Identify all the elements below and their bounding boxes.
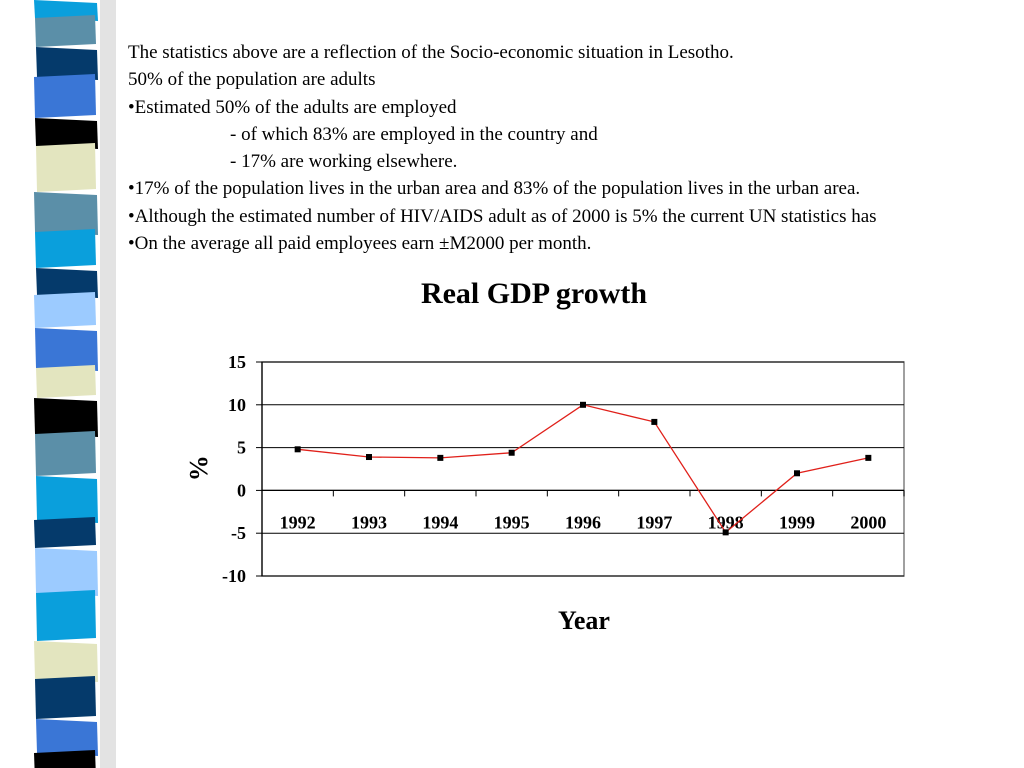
y-axis-label: % [184,455,213,481]
sidebar-stripe [34,192,98,235]
bullet-urban: •17% of the population lives in the urba… [128,178,861,200]
text-line-adults: 50% of the population are adults [128,69,376,91]
x-tick-label: 2000 [850,512,886,532]
sidebar-stripe [34,74,96,118]
data-point-marker [722,529,729,536]
data-point-marker [865,454,872,461]
decorative-sidebar [0,0,120,768]
x-tick-label: 1992 [280,512,316,532]
x-tick-label: 1996 [565,512,601,532]
sidebar-stripe [35,548,98,596]
sidebar-stripe [34,292,96,328]
x-axis-label: Year [558,606,610,635]
data-point-marker [651,418,658,425]
sidebar-stripe-art [0,0,120,768]
data-point-marker [508,449,515,456]
y-tick-label: 5 [237,438,246,458]
x-tick-label: 1997 [636,512,672,532]
bullet-hiv-aids: •Although the estimated number of HIV/AI… [128,205,877,227]
x-tick-label: 1993 [351,512,387,532]
data-point-marker [366,454,372,461]
plot-area-border [261,361,905,577]
sidebar-stripe [34,750,96,768]
data-point-marker [580,401,586,408]
sidebar-stripe [36,719,98,756]
data-point-marker [294,446,301,453]
sub-bullet-in-country: - of which 83% are employed in the count… [230,123,598,145]
chart-title: Real GDP growth [420,277,648,310]
sidebar-shadow [100,0,116,768]
data-point-marker [794,470,800,477]
sidebar-stripe [35,328,98,371]
x-tick-label: 1999 [779,512,815,532]
y-tick-label: 15 [228,352,246,372]
y-tick-label: -5 [231,523,246,543]
sidebar-stripe [36,590,96,641]
x-tick-label: 1994 [422,512,458,532]
sidebar-stripe [35,676,96,719]
sidebar-stripe [36,476,98,523]
sub-bullet-elsewhere: - 17% are working elsewhere. [230,151,458,173]
sidebar-stripe [35,118,98,149]
sidebar-stripe [36,143,96,192]
slide-text: The statistics above are a reflection of… [128,39,1024,257]
sidebar-stripe [35,431,96,476]
sidebar-stripe [35,229,96,268]
text-line-intro: The statistics above are a reflection of… [128,42,734,63]
sidebar-stripe [36,47,98,80]
x-tick-label: 1995 [494,512,530,532]
bullet-employed: •Estimated 50% of the adults are employe… [128,96,457,118]
sidebar-stripe [34,398,98,437]
sidebar-stripe [34,641,98,682]
bullet-earnings: •On the average all paid employees earn … [128,233,592,255]
sidebar-stripe [36,365,96,398]
y-tick-label: 10 [228,395,246,415]
data-point-marker [437,454,444,461]
y-tick-label: 0 [237,480,246,500]
y-tick-label: -10 [222,566,246,586]
sidebar-stripe [35,15,96,47]
sidebar-stripe [34,517,96,548]
sidebar-stripe [36,268,98,298]
